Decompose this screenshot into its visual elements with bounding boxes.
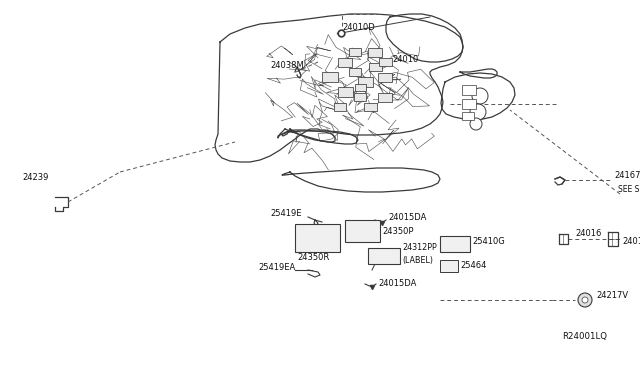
- FancyBboxPatch shape: [368, 248, 400, 264]
- Circle shape: [578, 293, 592, 307]
- Text: 24350R: 24350R: [297, 253, 329, 263]
- Bar: [440, 236, 470, 252]
- FancyBboxPatch shape: [368, 48, 382, 57]
- Bar: [295, 224, 340, 252]
- Bar: [462, 112, 474, 120]
- Text: 24167M: 24167M: [614, 170, 640, 180]
- FancyBboxPatch shape: [378, 58, 392, 66]
- FancyBboxPatch shape: [322, 72, 338, 82]
- FancyBboxPatch shape: [378, 93, 392, 102]
- Circle shape: [470, 118, 482, 130]
- Text: 25410G: 25410G: [472, 237, 505, 247]
- Text: 24038M: 24038M: [270, 61, 304, 70]
- Text: 24015DA: 24015DA: [378, 279, 417, 288]
- Bar: [440, 260, 458, 272]
- Text: 24239: 24239: [22, 173, 49, 182]
- FancyBboxPatch shape: [355, 83, 365, 90]
- Circle shape: [582, 297, 588, 303]
- Text: 24016+B: 24016+B: [622, 237, 640, 247]
- Circle shape: [472, 88, 488, 104]
- FancyBboxPatch shape: [338, 58, 352, 67]
- Text: (LABEL): (LABEL): [402, 256, 433, 264]
- FancyBboxPatch shape: [349, 68, 361, 76]
- Text: 24350P: 24350P: [382, 228, 413, 237]
- FancyBboxPatch shape: [354, 93, 366, 101]
- Text: R24001LQ: R24001LQ: [562, 331, 607, 340]
- Bar: [345, 220, 380, 242]
- Text: 25464: 25464: [460, 262, 486, 270]
- Text: SEE SEC.969: SEE SEC.969: [618, 186, 640, 195]
- Circle shape: [470, 104, 486, 120]
- Text: 24016: 24016: [575, 230, 602, 238]
- FancyBboxPatch shape: [358, 77, 372, 87]
- FancyBboxPatch shape: [369, 63, 381, 71]
- FancyBboxPatch shape: [337, 87, 353, 97]
- Text: 24312PP: 24312PP: [402, 244, 436, 253]
- FancyBboxPatch shape: [364, 103, 376, 111]
- Text: 25419E: 25419E: [270, 209, 301, 218]
- FancyBboxPatch shape: [334, 103, 346, 111]
- Text: 25419EA: 25419EA: [258, 263, 295, 273]
- Text: 24015DA: 24015DA: [388, 212, 426, 221]
- Text: 24010: 24010: [392, 55, 419, 64]
- Text: 24217V: 24217V: [596, 291, 628, 299]
- Bar: [462, 85, 476, 95]
- Bar: [462, 99, 476, 109]
- Text: 24010D: 24010D: [342, 23, 375, 32]
- FancyBboxPatch shape: [378, 73, 392, 81]
- FancyBboxPatch shape: [349, 48, 361, 56]
